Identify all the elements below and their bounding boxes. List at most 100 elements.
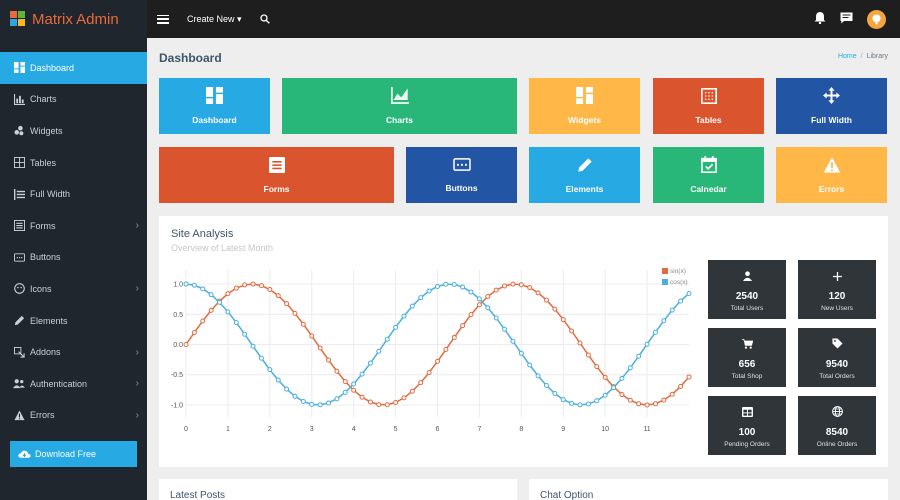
x-tick-label: 8 (519, 426, 523, 433)
series-point (678, 298, 684, 304)
bar-chart-icon (13, 93, 25, 105)
series-point (443, 281, 449, 287)
tile-errors[interactable]: Errors (776, 147, 887, 203)
stat-online-orders: 8540 Online Orders (798, 396, 876, 455)
series-point (476, 302, 482, 308)
button-icon (452, 157, 471, 177)
series-point (476, 296, 482, 302)
series-point (409, 388, 415, 394)
tile-forms[interactable]: Forms (159, 147, 394, 203)
series-point (292, 310, 298, 316)
sidebar-item-dashboard[interactable]: Dashboard (0, 52, 147, 84)
sidebar-item-addons[interactable]: Addons › (0, 336, 147, 368)
cloud-download-icon (18, 449, 31, 459)
series-point (560, 397, 566, 403)
sidebar-item-widgets[interactable]: Widgets (0, 115, 147, 147)
tile-elements[interactable]: Elements (529, 147, 640, 203)
series-point (518, 350, 524, 356)
stat-value: 120 (828, 290, 846, 302)
series-point (191, 282, 197, 288)
series-point (334, 396, 340, 402)
addons-icon (13, 346, 25, 358)
series-point (460, 284, 466, 290)
stat-label: Total Users (730, 304, 764, 312)
create-new-dropdown[interactable]: Create New ▾ (187, 14, 242, 25)
tile-label: Errors (818, 183, 845, 194)
series-point (376, 402, 382, 408)
series-point (326, 357, 332, 363)
series-point (200, 286, 206, 292)
chevron-right-icon: › (135, 378, 139, 390)
chevron-right-icon: › (135, 346, 139, 358)
series-point (518, 282, 524, 288)
page-title: Dashboard (159, 51, 222, 65)
stat-value: 9540 (825, 358, 849, 370)
series-point (502, 326, 508, 332)
series-point (250, 281, 256, 287)
tile-tables[interactable]: Tables (653, 78, 764, 134)
app-title: Matrix Admin (32, 10, 119, 28)
x-tick-label: 7 (477, 426, 481, 433)
series-point (510, 281, 516, 287)
tile-buttons[interactable]: Buttons (406, 147, 517, 203)
logo[interactable]: Matrix Admin (0, 0, 147, 38)
breadcrumb-library: Library (866, 53, 888, 60)
series-point (418, 380, 424, 386)
table-icon (741, 404, 753, 422)
series-point (644, 402, 650, 408)
sidebar-item-authentication[interactable]: Authentication › (0, 368, 147, 400)
form-icon (13, 220, 25, 232)
sidebar-item-tables[interactable]: Tables (0, 147, 147, 179)
tile-calendar[interactable]: Calnedar (653, 147, 764, 203)
series-point (267, 287, 273, 293)
series-point (435, 358, 440, 364)
sidebar-item-charts[interactable]: Charts (0, 84, 147, 116)
stat-total-orders: 9540 Total Orders (798, 328, 876, 387)
chat-option-card: Chat Option (529, 479, 888, 500)
chat-option-title: Chat Option (540, 490, 594, 500)
series-point (636, 353, 642, 359)
series-point (636, 401, 642, 407)
series-point (435, 283, 440, 289)
sidebar-item-label: Elements (30, 315, 68, 326)
sidebar-item-label: Dashboard (30, 62, 75, 73)
avatar[interactable] (867, 10, 886, 29)
series-point (686, 374, 692, 380)
series-point (510, 338, 516, 344)
topbar: Create New ▾ (147, 0, 900, 38)
series-point (585, 352, 591, 358)
pencil-icon (13, 315, 25, 327)
tile-dashboard[interactable]: Dashboard (159, 78, 270, 134)
widgets-icon (13, 125, 25, 137)
sidebar-item-buttons[interactable]: Buttons (0, 242, 147, 274)
chat-icon[interactable] (840, 11, 853, 29)
search-icon[interactable] (259, 14, 270, 24)
sidebar-item-forms[interactable]: Forms › (0, 210, 147, 242)
sidebar-item-icons[interactable]: Icons › (0, 273, 147, 305)
series-point (208, 292, 214, 298)
menu-toggle-icon[interactable] (157, 14, 169, 24)
bell-icon[interactable] (814, 11, 826, 29)
sine-cosine-chart: 1.0 0.5 0.0 -0.5 -1.0 0 1 2 3 4 5 6 7 8 9 10 11 sin(x) c… (171, 268, 692, 433)
breadcrumb-home[interactable]: Home (837, 53, 857, 60)
tile-charts[interactable]: Charts (282, 78, 517, 134)
tile-full-width[interactable]: Full Width (776, 78, 887, 134)
download-free-button[interactable]: Download Free (10, 441, 137, 467)
series-point (359, 394, 365, 400)
tile-label: Calnedar (690, 184, 727, 194)
sidebar-item-elements[interactable]: Elements (0, 305, 147, 337)
series-point (627, 397, 633, 403)
chevron-right-icon: › (135, 409, 139, 421)
tile-label: Full Width (811, 115, 852, 125)
series-point (183, 342, 189, 347)
series-point (359, 371, 365, 377)
series-point (393, 399, 399, 405)
tile-widgets[interactable]: Widgets (529, 78, 640, 134)
series-point (560, 317, 566, 323)
tile-label: Widgets (568, 115, 601, 125)
full-width-icon (13, 188, 25, 200)
y-tick-label: 0.0 (173, 342, 183, 349)
sidebar-item-full-width[interactable]: Full Width (0, 178, 147, 210)
legend-label: sin(x) (670, 268, 686, 275)
sidebar-item-errors[interactable]: Errors › (0, 400, 147, 432)
